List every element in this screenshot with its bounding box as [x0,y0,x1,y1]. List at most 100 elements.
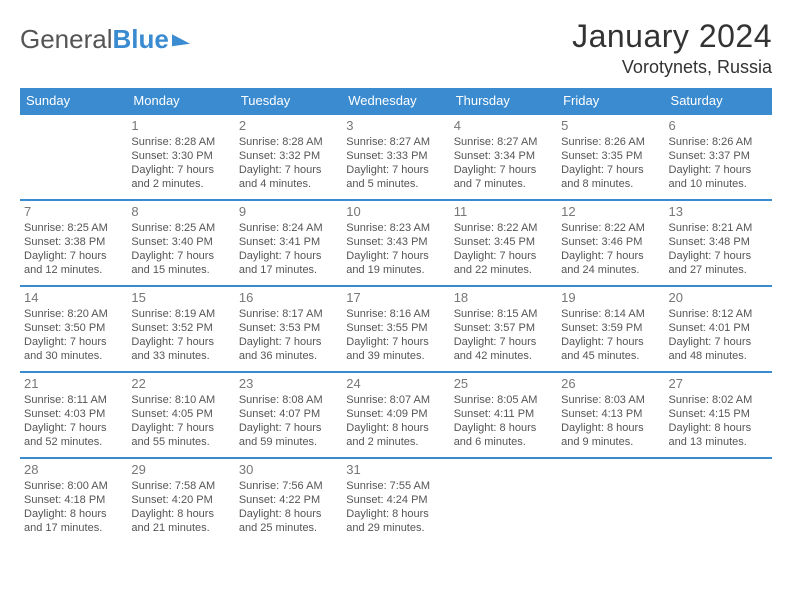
calendar-cell: 13 Sunrise: 8:21 AMSunset: 3:48 PMDayligh… [665,200,772,286]
sunrise-text: Sunrise: 8:28 AM [131,136,230,150]
calendar-cell: 6Sunrise: 8:26 AMSunset: 3:37 PMDaylight… [665,114,772,200]
calendar-row: 7Sunrise: 8:25 AMSunset: 3:38 PMDaylight… [20,200,772,286]
sunset-text: Sunset: 4:24 PM [346,494,445,508]
sunset-text: Sunset: 3:53 PM [239,322,338,336]
calendar-cell: 4Sunrise: 8:27 AMSunset: 3:34 PMDaylight… [450,114,557,200]
day-number: 15 [131,290,230,306]
day-number: 12 [561,204,660,220]
sunset-text: Sunset: 3:41 PM [239,236,338,250]
daylight-text: Daylight: 7 hours and 48 minutes. [669,336,768,364]
daylight-text: Daylight: 8 hours and 2 minutes. [346,422,445,450]
header-row: GeneralBlue January 2024 Vorotynets, Rus… [20,18,772,78]
day-number: 31 [346,462,445,478]
sunset-text: Sunset: 4:05 PM [131,408,230,422]
daylight-text: Daylight: 7 hours and 8 minutes. [561,164,660,192]
daylight-text: Daylight: 7 hours and 30 minutes. [24,336,123,364]
calendar-cell: 14Sunrise: 8:20 AMSunset: 3:50 PMDayligh… [20,286,127,372]
sunrise-text: Sunrise: 7:56 AM [239,480,338,494]
day-number: 27 [669,376,768,392]
logo-text-general: General [20,24,113,55]
sunset-text: Sunset: 4:09 PM [346,408,445,422]
sunrise-text: Sunrise: 8:21 AM [669,222,768,236]
day-number: 1 [131,118,230,134]
calendar-cell: 18Sunrise: 8:15 AMSunset: 3:57 PMDayligh… [450,286,557,372]
calendar-cell: 7Sunrise: 8:25 AMSunset: 3:38 PMDaylight… [20,200,127,286]
daylight-text: Daylight: 7 hours and 15 minutes. [131,250,230,278]
day-number: 13 [669,204,768,220]
day-number: 11 [454,204,553,220]
day-number: 8 [131,204,230,220]
sunrise-text: Sunrise: 8:00 AM [24,480,123,494]
day-number: 24 [346,376,445,392]
logo-sail-icon [172,31,190,46]
daylight-text: Daylight: 8 hours and 6 minutes. [454,422,553,450]
daylight-text: Daylight: 8 hours and 21 minutes. [131,508,230,536]
sunset-text: Sunset: 3:33 PM [346,150,445,164]
logo: GeneralBlue [20,18,190,55]
daylight-text: Daylight: 7 hours and 17 minutes. [239,250,338,278]
calendar-cell: 19Sunrise: 8:14 AMSunset: 3:59 PMDayligh… [557,286,664,372]
sunset-text: Sunset: 3:50 PM [24,322,123,336]
sunset-text: Sunset: 4:20 PM [131,494,230,508]
weekday-header: Sunday [20,88,127,114]
calendar-cell: 27Sunrise: 8:02 AMSunset: 4:15 PMDayligh… [665,372,772,458]
day-number: 17 [346,290,445,306]
sunrise-text: Sunrise: 8:14 AM [561,308,660,322]
calendar-row: 1Sunrise: 8:28 AMSunset: 3:30 PMDaylight… [20,114,772,200]
sunset-text: Sunset: 4:07 PM [239,408,338,422]
daylight-text: Daylight: 7 hours and 36 minutes. [239,336,338,364]
daylight-text: Daylight: 7 hours and 33 minutes. [131,336,230,364]
sunrise-text: Sunrise: 8:26 AM [561,136,660,150]
day-number: 6 [669,118,768,134]
sunset-text: Sunset: 3:40 PM [131,236,230,250]
daylight-text: Daylight: 7 hours and 22 minutes. [454,250,553,278]
daylight-text: Daylight: 7 hours and 27 minutes. [669,250,768,278]
logo-text-blue: Blue [113,24,169,55]
calendar-cell: 23Sunrise: 8:08 AMSunset: 4:07 PMDayligh… [235,372,342,458]
sunset-text: Sunset: 3:43 PM [346,236,445,250]
day-number: 3 [346,118,445,134]
weekday-header: Tuesday [235,88,342,114]
sunrise-text: Sunrise: 8:27 AM [454,136,553,150]
daylight-text: Daylight: 7 hours and 52 minutes. [24,422,123,450]
daylight-text: Daylight: 8 hours and 13 minutes. [669,422,768,450]
calendar-cell: 30Sunrise: 7:56 AMSunset: 4:22 PMDayligh… [235,458,342,544]
sunrise-text: Sunrise: 8:24 AM [239,222,338,236]
day-number: 21 [24,376,123,392]
daylight-text: Daylight: 8 hours and 9 minutes. [561,422,660,450]
location-label: Vorotynets, Russia [572,57,772,78]
day-number: 23 [239,376,338,392]
sunset-text: Sunset: 3:32 PM [239,150,338,164]
daylight-text: Daylight: 8 hours and 29 minutes. [346,508,445,536]
calendar-cell: 9 Sunrise: 8:24 AMSunset: 3:41 PMDaylight… [235,200,342,286]
calendar-cell: 2Sunrise: 8:28 AMSunset: 3:32 PMDaylight… [235,114,342,200]
sunset-text: Sunset: 3:57 PM [454,322,553,336]
day-number: 4 [454,118,553,134]
sunset-text: Sunset: 3:37 PM [669,150,768,164]
daylight-text: Daylight: 7 hours and 7 minutes. [454,164,553,192]
day-number: 29 [131,462,230,478]
calendar-cell [20,114,127,200]
calendar-row: 14Sunrise: 8:20 AMSunset: 3:50 PMDayligh… [20,286,772,372]
sunset-text: Sunset: 3:48 PM [669,236,768,250]
daylight-text: Daylight: 7 hours and 55 minutes. [131,422,230,450]
calendar-cell: 15Sunrise: 8:19 AMSunset: 3:52 PMDayligh… [127,286,234,372]
sunset-text: Sunset: 3:38 PM [24,236,123,250]
weekday-header: Saturday [665,88,772,114]
calendar-cell: 16Sunrise: 8:17 AMSunset: 3:53 PMDayligh… [235,286,342,372]
daylight-text: Daylight: 7 hours and 19 minutes. [346,250,445,278]
weekday-header: Thursday [450,88,557,114]
calendar-cell: 5Sunrise: 8:26 AMSunset: 3:35 PMDaylight… [557,114,664,200]
calendar-cell: 3Sunrise: 8:27 AMSunset: 3:33 PMDaylight… [342,114,449,200]
sunset-text: Sunset: 3:45 PM [454,236,553,250]
daylight-text: Daylight: 7 hours and 12 minutes. [24,250,123,278]
sunset-text: Sunset: 4:11 PM [454,408,553,422]
calendar-cell: 17Sunrise: 8:16 AMSunset: 3:55 PMDayligh… [342,286,449,372]
sunrise-text: Sunrise: 8:25 AM [131,222,230,236]
daylight-text: Daylight: 7 hours and 45 minutes. [561,336,660,364]
day-number: 10 [346,204,445,220]
calendar-cell: 24Sunrise: 8:07 AMSunset: 4:09 PMDayligh… [342,372,449,458]
sunrise-text: Sunrise: 8:20 AM [24,308,123,322]
day-number: 9 [239,204,338,220]
calendar-cell: 26Sunrise: 8:03 AMSunset: 4:13 PMDayligh… [557,372,664,458]
